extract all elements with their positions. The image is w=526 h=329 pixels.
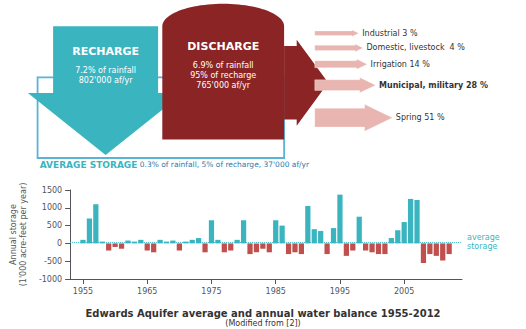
svg-text:1500: 1500	[42, 186, 62, 195]
svg-text:1995: 1995	[330, 287, 350, 296]
svg-text:0: 0	[57, 239, 62, 248]
svg-text:Annual storage: Annual storage	[9, 204, 18, 265]
svg-text:DISCHARGE: DISCHARGE	[187, 40, 259, 53]
svg-text:Industrial 3 %: Industrial 3 %	[362, 29, 418, 38]
svg-text:802'000 af/yr: 802'000 af/yr	[79, 76, 133, 85]
svg-text:2005: 2005	[394, 287, 414, 296]
svg-text:1965: 1965	[137, 287, 157, 296]
svg-text:storage: storage	[467, 242, 497, 251]
svg-text:(1'000 acre-feet per year): (1'000 acre-feet per year)	[19, 183, 28, 287]
svg-text:-500: -500	[44, 257, 62, 266]
svg-text:7.2% of rainfall: 7.2% of rainfall	[75, 66, 136, 75]
svg-text:(Modified from [2]): (Modified from [2])	[225, 319, 300, 328]
svg-text:765'000 af/yr: 765'000 af/yr	[196, 81, 250, 90]
svg-text:Municipal, military 28 %: Municipal, military 28 %	[379, 81, 488, 90]
svg-text:95% of recharge: 95% of recharge	[190, 71, 256, 80]
svg-text:1955: 1955	[73, 287, 93, 296]
svg-text:Spring 51 %: Spring 51 %	[396, 113, 445, 122]
svg-text:Edwards Aquifer average and an: Edwards Aquifer average and annual water…	[85, 308, 440, 319]
svg-text:Irrigation 14 %: Irrigation 14 %	[371, 60, 431, 69]
svg-text:6.9% of rainfall: 6.9% of rainfall	[193, 61, 254, 70]
svg-text:Domestic, livestock 4 %: Domestic, livestock 4 %	[366, 43, 465, 52]
svg-text:0.3% of rainfall, 5% of rechar: 0.3% of rainfall, 5% of recharge, 37'000…	[137, 160, 310, 169]
svg-text:1985: 1985	[266, 287, 286, 296]
svg-text:500: 500	[47, 221, 62, 230]
svg-text:average: average	[467, 233, 500, 242]
svg-text:RECHARGE: RECHARGE	[72, 45, 139, 58]
svg-text:AVERAGE STORAGE: AVERAGE STORAGE	[40, 160, 138, 170]
svg-text:1000: 1000	[42, 203, 62, 212]
svg-text:-1000: -1000	[39, 275, 62, 284]
svg-text:1975: 1975	[201, 287, 221, 296]
